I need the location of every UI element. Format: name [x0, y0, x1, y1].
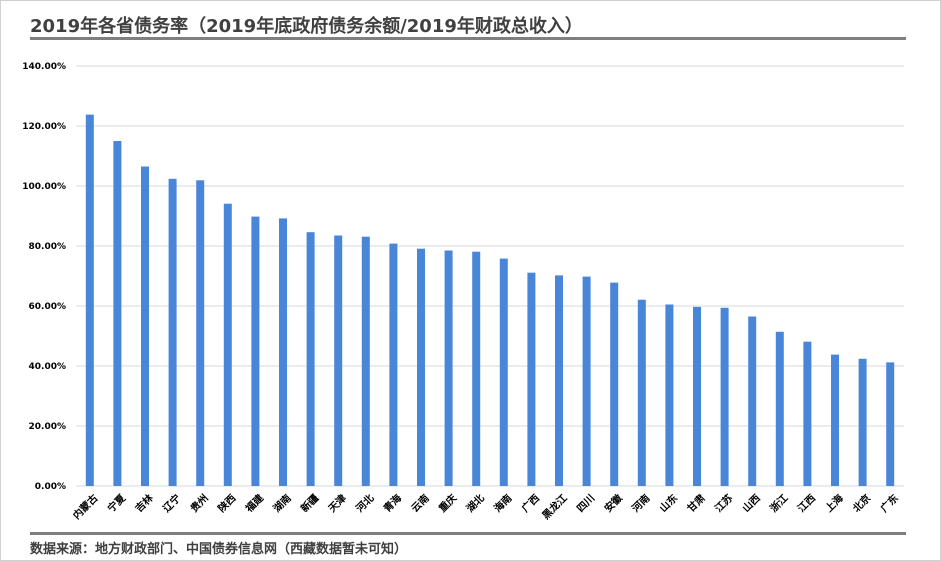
- x-tick-label: 贵州: [188, 491, 211, 514]
- bar-浙江: [775, 331, 784, 486]
- chart-title: 2019年各省债务率（2019年底政府债务余额/2019年财政总收入）: [30, 16, 583, 37]
- y-tick-label: 0.00%: [35, 482, 66, 492]
- y-tick-label: 80.00%: [29, 242, 67, 252]
- x-tick-label: 浙江: [767, 491, 790, 514]
- x-tick-label: 河北: [353, 491, 376, 514]
- x-tick-label: 河南: [629, 491, 652, 514]
- bar-河北: [361, 236, 370, 486]
- x-tick-label: 云南: [408, 491, 431, 514]
- y-tick-label: 120.00%: [22, 122, 66, 132]
- bar-湖南: [279, 218, 287, 486]
- bar-广西: [527, 272, 536, 486]
- bar-江西: [803, 341, 812, 486]
- bar-福建: [251, 216, 260, 486]
- bar-河南: [637, 299, 646, 486]
- bar-贵州: [196, 180, 205, 487]
- y-tick-label: 20.00%: [29, 422, 67, 432]
- bars: [85, 114, 895, 487]
- bar-黑龙江: [555, 275, 563, 486]
- x-tick-label: 辽宁: [160, 491, 183, 514]
- bar-新疆: [306, 232, 315, 486]
- gridlines: [76, 65, 904, 487]
- bar-海南: [499, 258, 508, 486]
- x-tick-label: 黑龙江: [539, 491, 569, 521]
- x-tick-label: 安徽: [602, 491, 626, 515]
- x-tick-label: 甘肃: [684, 491, 707, 514]
- x-tick-label: 吉林: [132, 491, 156, 515]
- x-tick-label: 四川: [575, 492, 598, 515]
- bar-辽宁: [168, 178, 177, 487]
- x-tick-label: 湖北: [464, 491, 487, 514]
- x-tick-label: 上海: [822, 491, 845, 514]
- bar-云南: [417, 248, 425, 486]
- bar-山东: [665, 304, 674, 486]
- bar-天津: [334, 235, 343, 486]
- bar-湖北: [472, 251, 481, 486]
- bar-上海: [831, 354, 839, 486]
- x-tick-label: 广西: [519, 491, 542, 514]
- x-tick-label: 重庆: [436, 491, 459, 514]
- bar-宁夏: [113, 141, 122, 486]
- x-tick-label: 山西: [740, 491, 763, 514]
- bar-安徽: [610, 282, 619, 486]
- y-tick-label: 60.00%: [29, 302, 67, 312]
- bar-陕西: [223, 203, 232, 486]
- x-tick-label: 山东: [657, 491, 680, 514]
- bar-内蒙古: [85, 114, 94, 486]
- x-tick-label: 广东: [878, 491, 901, 514]
- bar-甘肃: [693, 306, 701, 486]
- x-tick-label: 福建: [242, 491, 267, 516]
- bar-吉林: [141, 166, 149, 486]
- bar-北京: [858, 358, 867, 486]
- x-tick-label: 北京: [850, 491, 873, 514]
- x-tick-label: 陕西: [215, 491, 238, 514]
- bar-江苏: [720, 307, 729, 486]
- y-tick-label: 140.00%: [22, 62, 66, 72]
- source-note: 数据来源：地方财政部门、中国债券信息网（西藏数据暂未可知）: [30, 542, 408, 557]
- x-tick-label: 江苏: [712, 491, 735, 514]
- x-tick-label: 江西: [795, 491, 818, 514]
- title-rule: [30, 37, 906, 40]
- x-tick-label: 内蒙古: [70, 491, 100, 521]
- x-tick-label: 新疆: [298, 491, 321, 514]
- bar-青海: [389, 243, 398, 486]
- source-rule: [30, 532, 906, 535]
- y-tick-label: 100.00%: [22, 182, 66, 192]
- x-tick-label: 海南: [491, 491, 514, 514]
- bar-山西: [748, 316, 757, 486]
- bar-重庆: [444, 250, 453, 486]
- y-tick-label: 40.00%: [29, 362, 67, 372]
- y-axis-ticks: 0.00% 20.00% 40.00% 60.00% 80.00% 100.00% 120.…: [22, 62, 66, 492]
- x-tick-label: 宁夏: [105, 491, 129, 515]
- bar-四川: [582, 276, 591, 486]
- x-tick-label: 天津: [326, 491, 349, 514]
- x-tick-label: 湖南: [270, 491, 293, 514]
- x-tick-label: 青海: [381, 491, 404, 514]
- bar-广东: [886, 362, 895, 486]
